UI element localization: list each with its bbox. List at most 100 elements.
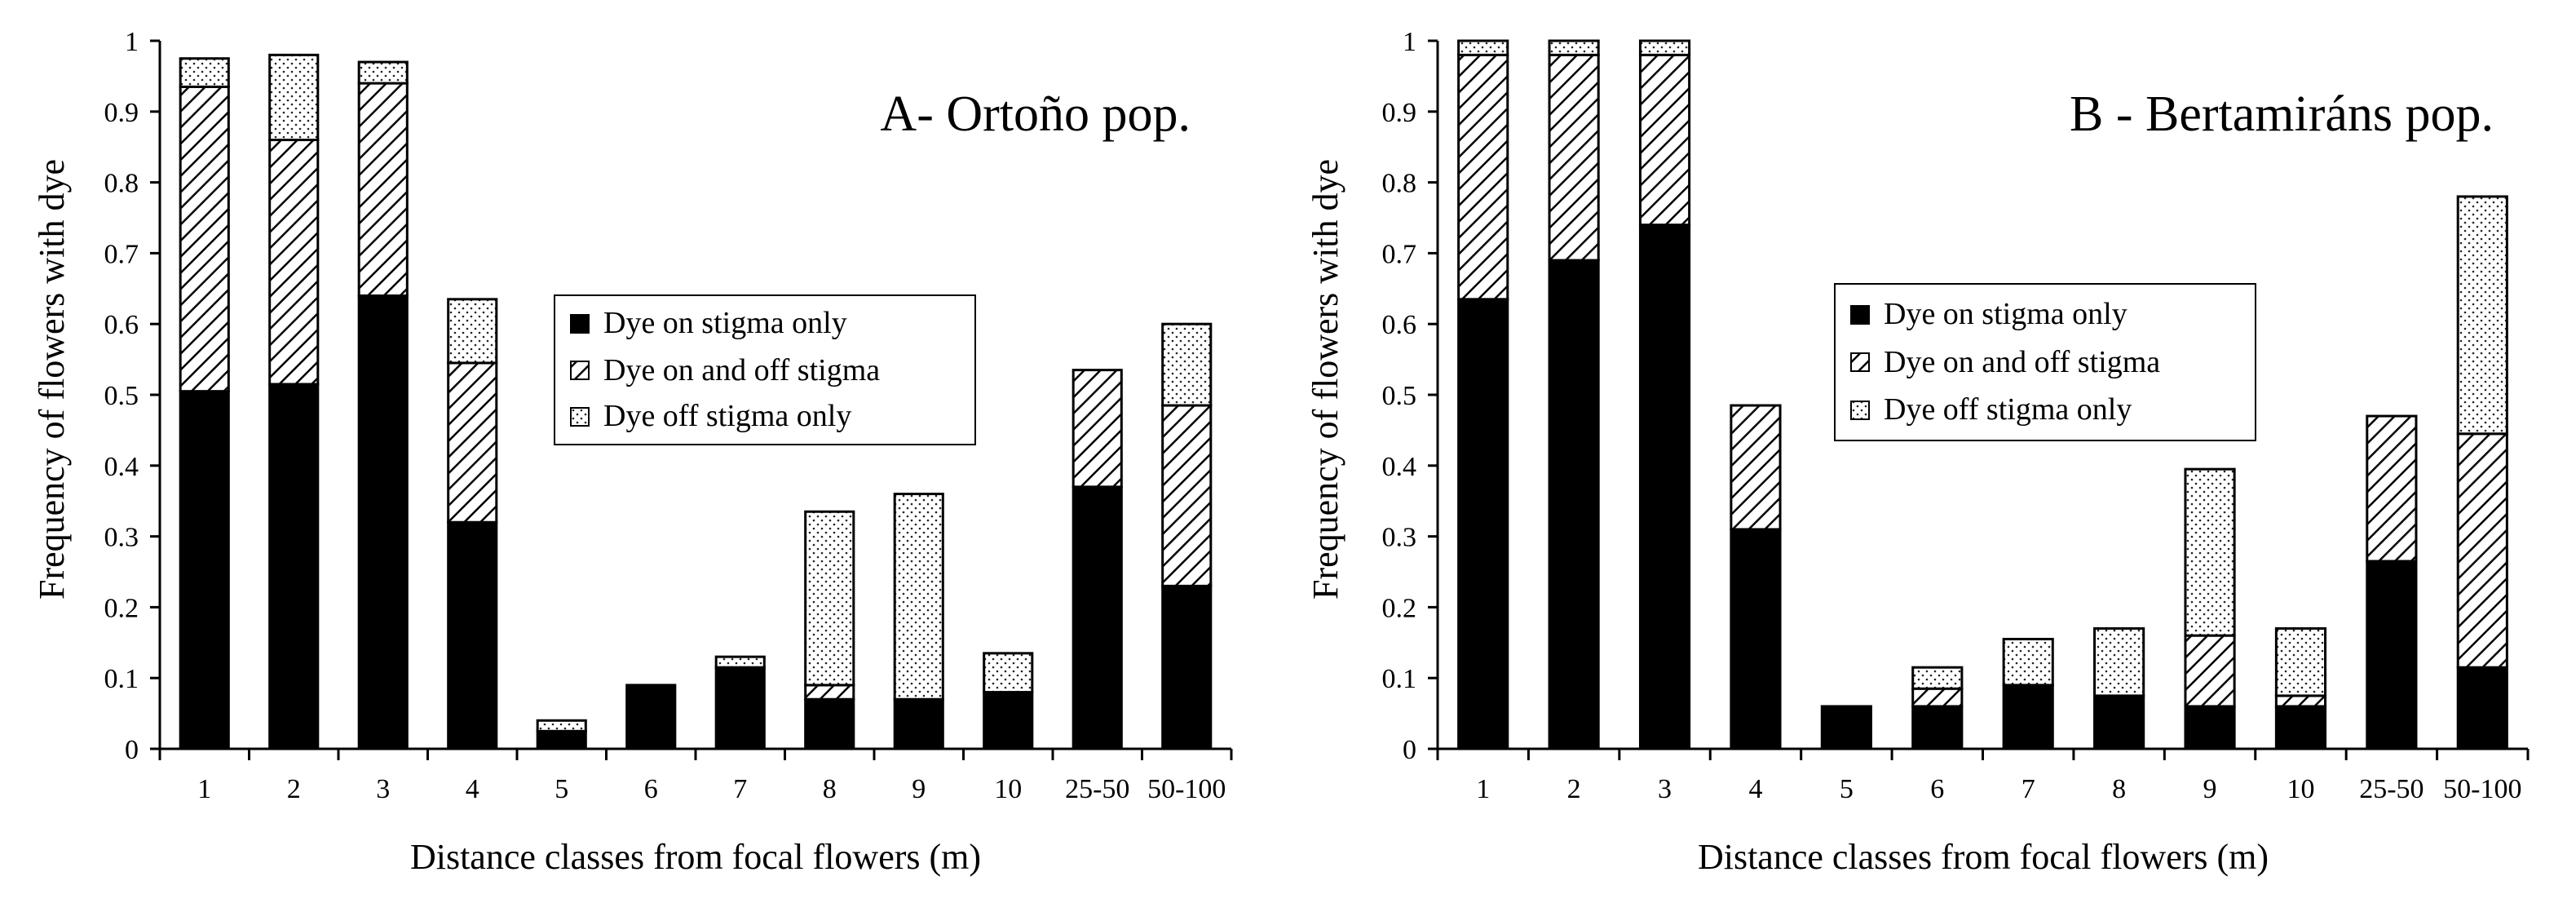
legend-swatch-solid [1850,305,1870,325]
bar-segment [2002,637,2054,687]
bar-segment [447,298,498,365]
bar-segment [2184,705,2236,750]
x-tick-label: 6 [1930,774,1944,804]
y-tick-label: 1 [125,27,139,57]
bar-segment [983,691,1034,750]
y-tick-label: 0.5 [104,381,139,411]
bar-segment [714,666,766,750]
legend-swatch-solid [570,314,590,334]
bar-segment [2456,195,2508,436]
y-tick-label: 0.4 [104,452,139,482]
bar-segment [447,520,498,750]
x-tick-label: 2 [1567,774,1581,804]
x-tick-label: 1 [1476,774,1490,804]
bar-segment [1161,404,1213,587]
y-tick-label: 0 [125,735,139,765]
bar-segment [1548,259,1600,750]
bar-segment [268,383,320,750]
bar-segment [536,729,587,750]
x-tick-label: 2 [287,774,301,804]
panel-a-ylabel: Frequency of flowers with dye [32,159,72,600]
y-tick-label: 0.3 [104,523,139,553]
x-tick-label: 1 [197,774,211,804]
panel-a-legend-label-2: Dye on and off stigma [603,353,880,387]
panel-a-xlabel: Distance classes from focal flowers (m) [410,837,981,877]
bar-segment [804,684,855,701]
legend-swatch-hatch [1850,352,1870,372]
bar-segment [447,361,498,524]
panel-a-legend-label-1: Dye on stigma only [603,306,847,340]
bar-segment [804,697,855,750]
bar-segment [357,82,409,297]
bar-segment [1071,485,1123,750]
y-tick-label: 0.2 [1382,593,1417,623]
x-tick-label: 50-100 [1147,774,1226,804]
x-tick-label: 7 [733,774,747,804]
bar-segment [983,652,1034,694]
x-tick-label: 5 [555,774,568,804]
bar-segment [2274,626,2327,697]
panel-b-legend-label-3: Dye off stigma only [1884,392,2132,427]
panel-b-legend: Dye on stigma only Dye on and off stigma… [1834,283,2256,441]
y-tick-label: 0.7 [104,239,139,269]
bar-segment [1730,404,1782,531]
x-tick-label: 10 [994,774,1022,804]
panel-a-title: A- Ortoño pop. [880,86,1191,142]
x-tick-label: 8 [823,774,837,804]
panel-b-ylabel: Frequency of flowers with dye [1306,159,1345,600]
y-tick-label: 0.8 [1382,169,1417,199]
bar-segment [1638,39,1691,56]
panel-b-legend-label-2: Dye on and off stigma [1884,345,2160,379]
bar-segment [1548,39,1600,56]
bar-segment [1457,53,1509,301]
x-tick-label: 3 [1658,774,1672,804]
bar-segment [2184,634,2236,708]
y-tick-label: 0.9 [1382,98,1417,128]
y-tick-label: 0.2 [104,593,139,623]
bar-segment [714,655,766,669]
panel-a-legend-label-3: Dye off stigma only [603,399,851,433]
bar-segment [2456,432,2508,669]
bar-segment [179,85,230,393]
bar-segment [2093,626,2145,697]
bar-segment [268,139,320,386]
y-tick-label: 0.1 [1382,664,1417,694]
bar-segment [357,294,409,750]
bar-segment [179,57,230,88]
panel-b-bars: 0 0.1 0.2 0.3 0.4 0.5 0.6 0.7 0.8 0.9 1 1 2 3 4 5 6 7 8 9 10… [1382,27,2530,804]
legend-swatch-dots [570,407,590,427]
bar-segment [1548,53,1600,262]
y-tick-label: 0.8 [104,169,139,199]
bar-segment [2274,694,2327,708]
y-tick-label: 0.1 [104,664,139,694]
legend-swatch-hatch [570,361,590,380]
x-tick-label: 6 [644,774,658,804]
y-tick-label: 0.6 [104,310,139,340]
bar-segment [2366,414,2418,563]
bar-segment [1638,224,1691,750]
panel-b-legend-box [1834,283,2256,441]
bar-segment [2002,684,2054,750]
y-tick-label: 0.9 [104,98,139,128]
bar-segment [893,697,944,750]
y-tick-label: 0.4 [1382,452,1417,482]
y-tick-label: 0.3 [1382,523,1417,553]
x-tick-label: 4 [1748,774,1762,804]
y-tick-label: 0.5 [1382,381,1417,411]
y-tick-label: 0 [1403,735,1416,765]
x-tick-label: 5 [1840,774,1854,804]
bar-segment [1911,687,1964,708]
bar-segment [179,390,230,750]
x-tick-label: 9 [2203,774,2217,804]
panel-b-xlabel: Distance classes from focal flowers (m) [1698,837,2269,877]
panel-a-legend: Dye on stigma only Dye on and off stigma… [554,294,976,445]
x-tick-label: 25-50 [2359,774,2424,804]
bar-segment [2366,560,2418,750]
x-tick-label: 25-50 [1065,774,1129,804]
bar-segment [1730,528,1782,750]
x-tick-label: 8 [2112,774,2126,804]
x-tick-label: 50-100 [2443,774,2521,804]
panel-a: 0 0.1 0.2 0.3 0.4 0.5 0.6 0.7 0.8 0.9 1 1 2 3 4 5 6 7 8 9 10… [32,27,1233,877]
panel-a-bars: 0 0.1 0.2 0.3 0.4 0.5 0.6 0.7 0.8 0.9 1 1 2 3 4 5 6 7 8 9 10… [104,27,1233,804]
bar-segment [1911,666,1964,690]
